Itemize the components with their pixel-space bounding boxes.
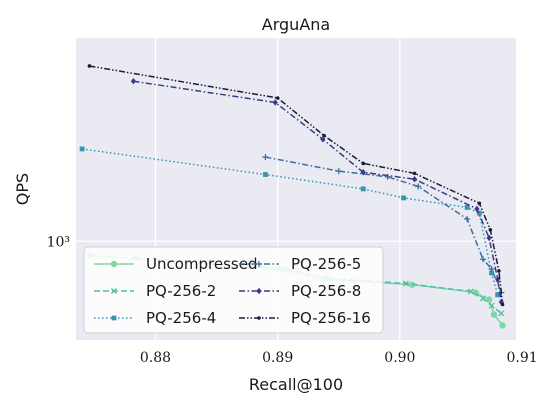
legend-label-pq-256-16: PQ-256-16 (291, 309, 371, 327)
chart-title: ArguAna (262, 15, 330, 34)
data-point-pq-256-16 (87, 64, 92, 68)
data-point-pq-256-4 (401, 195, 406, 201)
data-point-pq-256-4 (476, 210, 482, 216)
data-point-pq-256-4 (495, 292, 501, 298)
legend-marker-pq-256-8 (256, 287, 262, 295)
data-point-pq-256-16 (322, 133, 326, 138)
series-line-pq-256-4 (82, 148, 499, 296)
legend: Uncompressed PQ-256-2 PQ-256-4 PQ-256-5 PQ-2… (83, 246, 384, 334)
legend-label-pq-256-2: PQ-256-2 (146, 282, 216, 300)
data-point-pq-256-16 (275, 96, 280, 100)
legend-item-uncompressed: Uncompressed (94, 255, 258, 273)
legend-item-pq-256-16: PQ-256-16 (239, 309, 371, 327)
x-tick-label: 0.88 (140, 350, 171, 366)
series-pq-256-16 (87, 64, 505, 307)
data-point-pq-256-2 (467, 288, 474, 295)
data-point-pq-256-16 (500, 302, 505, 307)
series-line-pq-256-8 (133, 80, 503, 303)
legend-item-pq-256-5: PQ-256-5 (239, 255, 361, 273)
data-point-pq-256-8 (474, 205, 480, 213)
data-point-pq-256-16 (497, 269, 501, 273)
data-point-pq-256-8 (486, 234, 492, 242)
legend-marker-uncompressed (110, 260, 118, 268)
data-point-pq-256-8 (272, 99, 278, 106)
data-point-pq-256-5 (415, 183, 422, 190)
data-point-pq-256-4 (464, 205, 470, 210)
legend-label-uncompressed: Uncompressed (146, 255, 258, 273)
legend-marker-pq-256-5 (256, 261, 262, 267)
series-pq-256-8 (130, 78, 504, 306)
data-point-pq-256-5 (480, 256, 486, 263)
data-point-pq-256-2 (479, 295, 487, 302)
data-point-pq-256-8 (411, 175, 418, 183)
y-tick-label: 10³ (47, 234, 70, 250)
data-point-pq-256-2 (498, 310, 505, 317)
legend-item-pq-256-4: PQ-256-4 (94, 309, 216, 327)
series-pq-256-4 (79, 146, 501, 298)
legend-marker-pq-256-4 (111, 315, 117, 321)
legend-box (83, 246, 384, 334)
legend-marker-pq-256-16 (257, 316, 261, 320)
legend-marker-pq-256-2 (110, 287, 118, 295)
data-point-pq-256-16 (361, 161, 366, 166)
data-point-pq-256-5 (262, 154, 269, 161)
data-point-pq-256-16 (488, 227, 493, 232)
x-axis-label: Recall@100 (249, 375, 343, 394)
y-axis-label: QPS (13, 173, 32, 205)
data-point-pq-256-4 (79, 146, 85, 152)
data-point-pq-256-4 (360, 186, 366, 192)
x-tick-label: 0.90 (384, 350, 415, 366)
legend-label-pq-256-4: PQ-256-4 (146, 309, 216, 327)
data-point-pq-256-5 (464, 215, 471, 222)
data-point-pq-256-5 (488, 265, 495, 272)
data-point-uncompressed (490, 311, 498, 318)
legend-label-pq-256-5: PQ-256-5 (291, 255, 361, 273)
legend-item-pq-256-2: PQ-256-2 (94, 282, 216, 300)
x-tick-label: 0.91 (507, 350, 538, 366)
legend-label-pq-256-8: PQ-256-8 (291, 282, 361, 300)
data-point-uncompressed (499, 322, 506, 329)
data-point-pq-256-8 (495, 276, 501, 283)
data-point-pq-256-8 (130, 78, 137, 85)
legend-item-pq-256-8: PQ-256-8 (239, 282, 361, 300)
tick-layer: 0.88 0.89 0.90 0.91 10³ (47, 234, 538, 366)
x-tick-label: 0.89 (262, 350, 293, 366)
data-point-pq-256-4 (263, 172, 268, 177)
data-point-pq-256-8 (320, 136, 326, 143)
data-point-pq-256-16 (477, 201, 482, 206)
data-point-pq-256-4 (489, 270, 494, 276)
data-point-uncompressed (485, 296, 493, 303)
data-point-pq-256-16 (412, 171, 417, 176)
data-point-pq-256-8 (360, 169, 366, 176)
data-point-pq-256-2 (402, 280, 410, 287)
data-point-pq-256-5 (335, 168, 342, 175)
data-point-pq-256-2 (488, 302, 495, 309)
